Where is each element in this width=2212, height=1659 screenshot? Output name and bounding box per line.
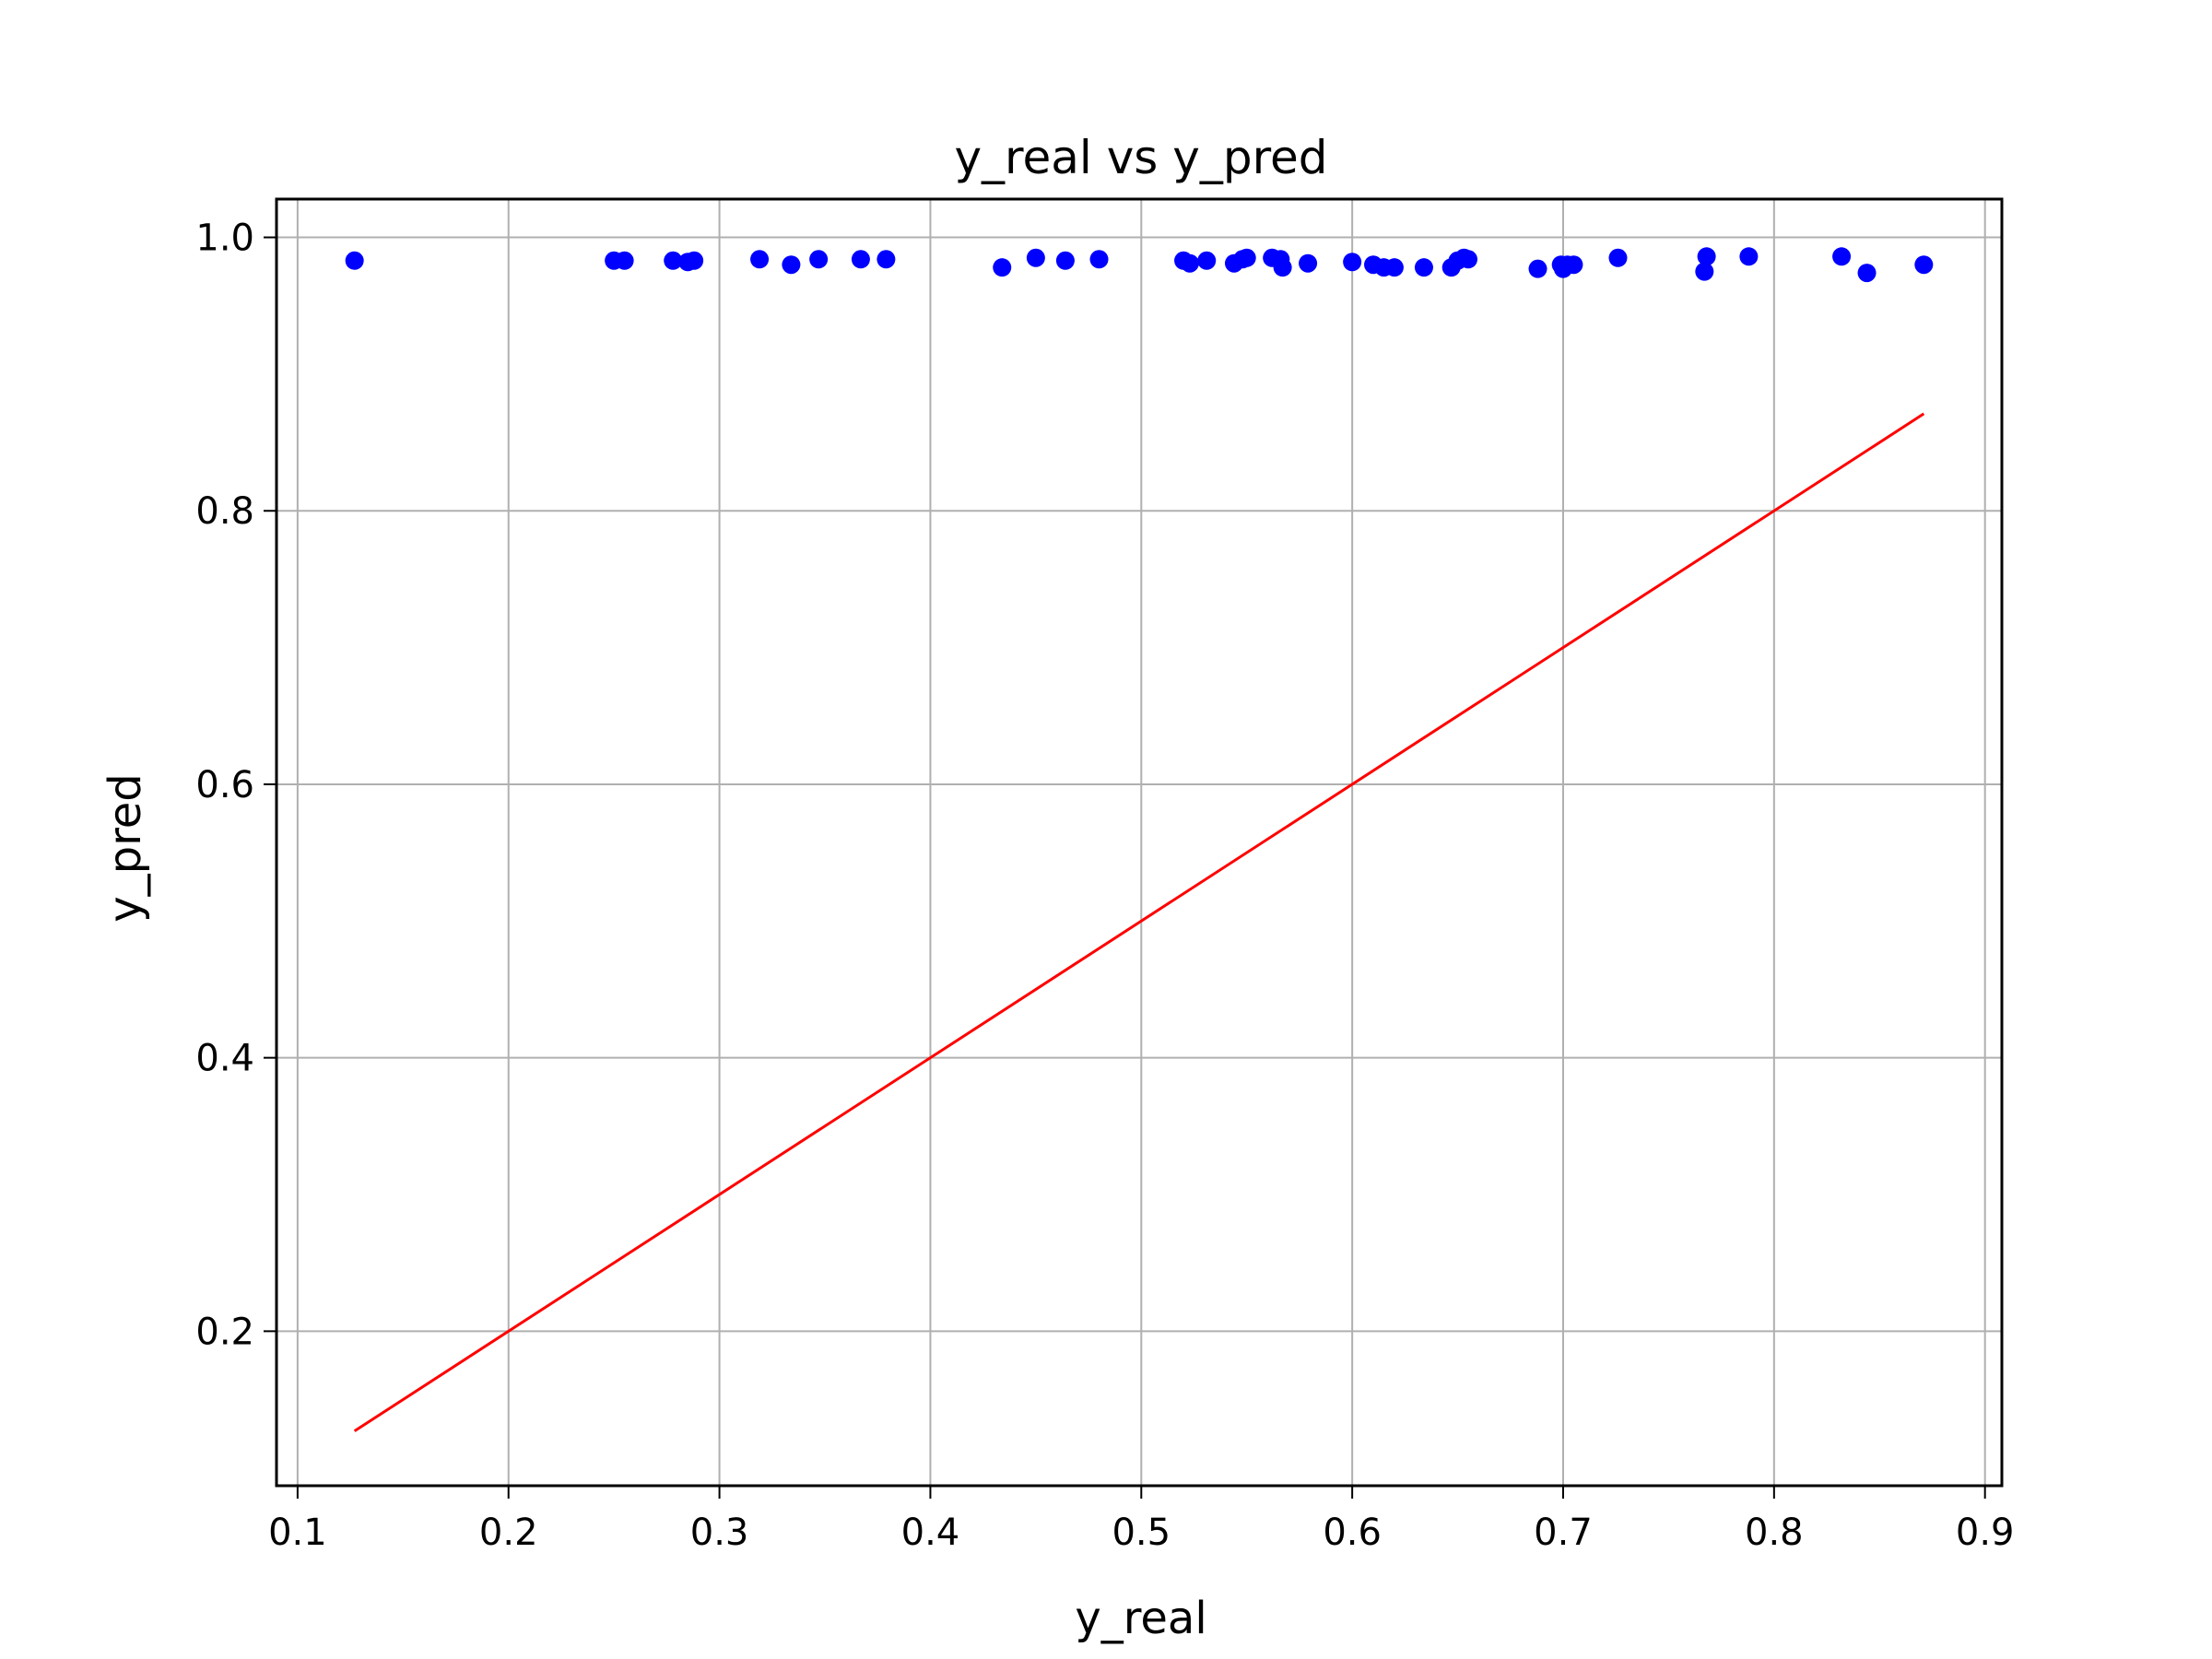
x-tick-label: 0.8 <box>1745 1512 1804 1554</box>
data-point <box>750 250 770 269</box>
chart-title: y_real vs y_pred <box>954 131 1327 184</box>
x-tick-label: 0.9 <box>1956 1512 2015 1554</box>
y-tick-label: 0.2 <box>195 1311 254 1353</box>
data-point <box>1832 247 1852 266</box>
y-tick-label: 0.6 <box>195 764 254 806</box>
data-point <box>664 251 683 270</box>
data-point <box>877 250 896 269</box>
grid-lines <box>276 199 2002 1486</box>
x-tick-label: 0.1 <box>268 1512 327 1554</box>
x-tick-label: 0.4 <box>901 1512 960 1554</box>
data-point <box>1026 248 1045 267</box>
y-tick-label: 1.0 <box>195 218 254 260</box>
x-axis-ticks: 0.1 0.2 0.3 0.4 0.5 0.6 0.7 0.8 0.9 <box>268 1486 2015 1554</box>
x-tick-label: 0.7 <box>1534 1512 1593 1554</box>
data-point <box>1180 253 1199 273</box>
data-point <box>345 251 364 270</box>
data-point <box>1055 251 1075 270</box>
data-point <box>1299 253 1318 273</box>
data-point <box>1564 255 1583 275</box>
data-point <box>615 251 634 270</box>
reference-line <box>353 412 1925 1432</box>
data-point <box>1197 251 1217 270</box>
x-axis-title: y_real <box>1075 1593 1206 1644</box>
data-point <box>782 255 801 275</box>
reference-line-layer <box>353 412 1925 1432</box>
data-point <box>1089 250 1109 269</box>
data-point <box>809 250 829 269</box>
y-tick-label: 0.8 <box>195 490 254 533</box>
data-points <box>345 247 1934 283</box>
x-tick-label: 0.5 <box>1112 1512 1171 1554</box>
data-point <box>1914 255 1934 275</box>
y-axis-ticks: 0.2 0.4 0.6 0.8 1.0 <box>195 218 276 1353</box>
y-axis-title: y_pred <box>100 773 151 923</box>
data-point <box>1528 259 1547 278</box>
x-tick-label: 0.3 <box>690 1512 749 1554</box>
x-tick-label: 0.6 <box>1323 1512 1382 1554</box>
plot-frame <box>275 197 2004 1488</box>
data-point <box>851 250 870 269</box>
data-point <box>1697 247 1716 266</box>
data-point <box>993 258 1012 277</box>
data-point <box>1414 258 1433 277</box>
data-point <box>1273 258 1292 277</box>
x-tick-label: 0.2 <box>479 1512 538 1554</box>
data-point <box>1459 250 1478 269</box>
data-point <box>1237 248 1256 267</box>
data-point <box>1857 264 1877 283</box>
data-point <box>1739 247 1759 266</box>
data-point <box>1608 248 1628 267</box>
data-point <box>1695 262 1714 281</box>
data-point <box>685 251 704 270</box>
y-tick-label: 0.4 <box>195 1038 254 1080</box>
data-point <box>1384 258 1404 277</box>
data-point <box>1343 253 1362 272</box>
